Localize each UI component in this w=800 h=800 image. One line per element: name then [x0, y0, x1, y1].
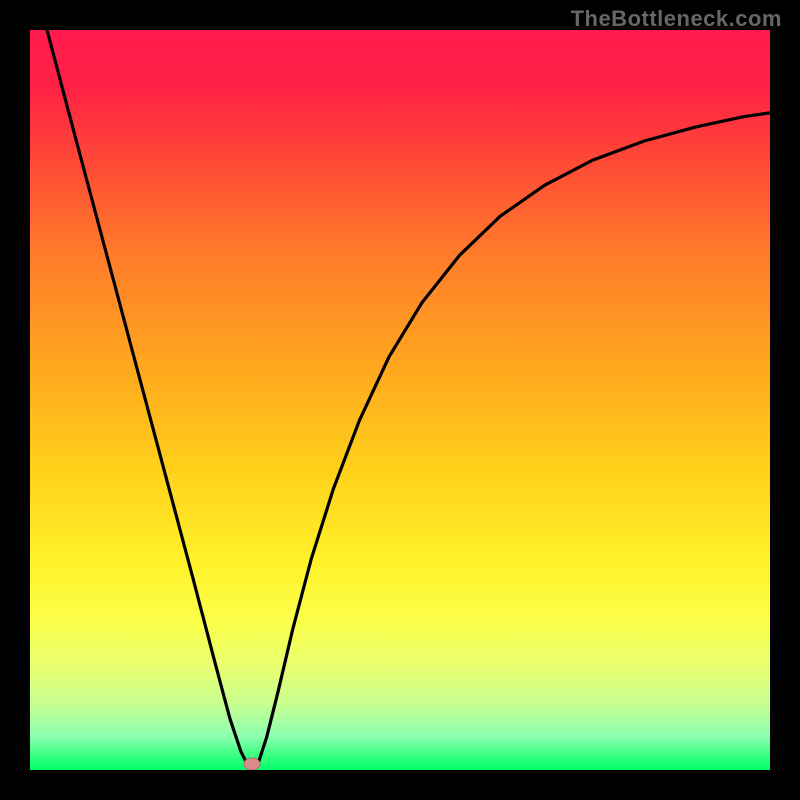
minimum-marker	[244, 758, 260, 770]
watermark-text: TheBottleneck.com	[571, 6, 782, 32]
bottleneck-chart	[30, 30, 770, 770]
chart-svg	[30, 30, 770, 770]
gradient-background	[30, 30, 770, 770]
